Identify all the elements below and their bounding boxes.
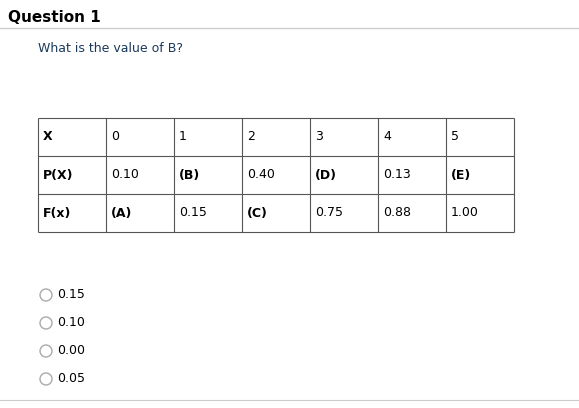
Text: What is the value of B?: What is the value of B? <box>38 42 183 55</box>
Text: 0.13: 0.13 <box>383 169 411 182</box>
Text: 0.88: 0.88 <box>383 206 411 220</box>
Text: 1.00: 1.00 <box>451 206 479 220</box>
Text: 0.15: 0.15 <box>179 206 207 220</box>
Text: 1: 1 <box>179 131 187 144</box>
Text: P(X): P(X) <box>43 169 74 182</box>
Text: 0.40: 0.40 <box>247 169 275 182</box>
Text: 0.75: 0.75 <box>315 206 343 220</box>
Text: (B): (B) <box>179 169 200 182</box>
Text: F(x): F(x) <box>43 206 71 220</box>
Text: (A): (A) <box>111 206 133 220</box>
Text: 0.00: 0.00 <box>57 344 85 357</box>
Text: 4: 4 <box>383 131 391 144</box>
Text: 5: 5 <box>451 131 459 144</box>
Text: (C): (C) <box>247 206 268 220</box>
Text: (E): (E) <box>451 169 471 182</box>
Text: 0.15: 0.15 <box>57 288 85 302</box>
Text: 0.10: 0.10 <box>111 169 139 182</box>
Text: 2: 2 <box>247 131 255 144</box>
Text: Question 1: Question 1 <box>8 10 101 25</box>
Text: 0: 0 <box>111 131 119 144</box>
Text: 0.10: 0.10 <box>57 317 85 330</box>
Text: 3: 3 <box>315 131 323 144</box>
Text: 0.05: 0.05 <box>57 373 85 386</box>
Text: X: X <box>43 131 53 144</box>
Text: (D): (D) <box>315 169 337 182</box>
